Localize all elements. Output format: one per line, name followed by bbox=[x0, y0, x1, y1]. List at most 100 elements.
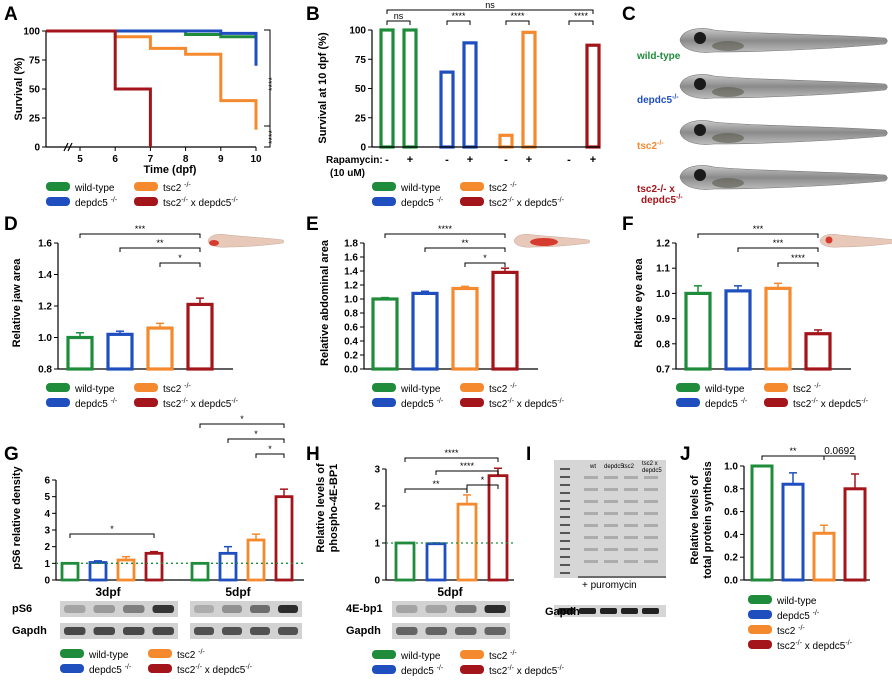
panel-e-bar-0 bbox=[371, 297, 399, 371]
panel-e-y-tick-label: 0.2 bbox=[344, 351, 358, 362]
panel-g-legend-label-wt: wild-type bbox=[88, 650, 129, 661]
panel-g-ps6-density: pS6 relative density 0 1 2 3 4 5 6 * * * * 3dpf 5dpf… bbox=[11, 414, 304, 639]
panel-i-lane-band bbox=[644, 476, 658, 479]
panel-i-lane-band bbox=[644, 560, 658, 563]
panel-b-bar-4 bbox=[498, 133, 514, 149]
panel-i-lane-band bbox=[604, 536, 618, 539]
panel-a-legend-sup: -/- bbox=[231, 197, 238, 204]
panel-d-y-tick-label: 1.4 bbox=[38, 270, 52, 281]
panel-j-bar-1 bbox=[781, 482, 805, 582]
panel-i-lane-band bbox=[604, 500, 618, 503]
panel-g-gapdh-3dpf-blot-band bbox=[152, 627, 174, 635]
panel-f-larva-icon bbox=[819, 234, 892, 248]
panel-a-x-tick-label: 8 bbox=[183, 154, 189, 165]
panel-g-gapdh-3dpf-blot-band bbox=[93, 627, 115, 635]
panel-e-legend-sup: -/- bbox=[557, 398, 564, 405]
panel-letter-h: H bbox=[306, 444, 320, 465]
panel-a-series-depdc5 bbox=[46, 29, 258, 66]
panel-j-bar-2 bbox=[812, 531, 836, 582]
panel-g-ps6-3dpf-blot-band bbox=[93, 605, 115, 613]
panel-i-lane-band bbox=[604, 548, 618, 551]
panel-d-larva-icon bbox=[207, 234, 284, 248]
larva-yolk bbox=[712, 178, 744, 188]
panel-i-gapdh-band bbox=[642, 608, 659, 614]
panel-letters: A B C D E F G H I J bbox=[4, 4, 691, 465]
panel-a-y-tick-label: 25 bbox=[29, 114, 41, 125]
panel-d-legend-label-dbl: tsc2-/- x depdc5-/- bbox=[163, 398, 239, 410]
panel-g-ps6-3dpf-blot-band bbox=[152, 605, 174, 613]
panel-i-lane-band bbox=[584, 536, 598, 539]
panel-b-y-tick-label: 50 bbox=[355, 84, 367, 95]
panel-h-legend-sup: -/- bbox=[510, 650, 517, 657]
panel-a-series-dbl bbox=[46, 29, 152, 147]
panel-j-legend-swatch-depdc5 bbox=[748, 610, 772, 619]
panel-i-lane-band bbox=[584, 548, 598, 551]
panel-a-legend-label-wt: wild-type bbox=[74, 183, 115, 194]
panel-e-sig-bracket bbox=[464, 262, 506, 267]
panel-b-treatment-sign: + bbox=[407, 154, 413, 166]
panel-e-legend-swatch-depdc5 bbox=[372, 398, 396, 407]
panel-h-sig-label: **** bbox=[460, 461, 475, 471]
panel-g-gapdh-5dpf-blot-band bbox=[194, 627, 214, 635]
panel-i-lane-band bbox=[624, 476, 638, 479]
larva-body bbox=[679, 120, 888, 145]
panel-d-sig-label: ** bbox=[156, 238, 164, 248]
larva-eye bbox=[694, 124, 706, 136]
panel-g-3dpf-bar-1 bbox=[88, 561, 108, 582]
panel-g-sig-label: * bbox=[110, 524, 114, 534]
panel-d-larva-body bbox=[207, 234, 284, 248]
panel-b-ylabel: Survival at 10 dpf (%) bbox=[317, 32, 329, 144]
panel-g-sig-bracket bbox=[199, 423, 285, 428]
panel-b-sig-bracket bbox=[505, 20, 530, 25]
panel-letter-i: I bbox=[526, 444, 531, 465]
panel-h-legend-swatch-tsc2 bbox=[460, 650, 484, 659]
panel-b-y-tick-label: 100 bbox=[349, 26, 366, 37]
panel-g-blot-label: pS6 bbox=[12, 603, 32, 615]
panel-b-sig-bracket bbox=[446, 20, 471, 25]
panel-a-sig-label: **** bbox=[267, 130, 277, 145]
larva-body bbox=[679, 74, 888, 99]
panel-e-larva-icon bbox=[513, 234, 590, 248]
panel-i-lane-label: depdc5 bbox=[642, 468, 662, 474]
panel-g-gapdh-3dpf-blot-bg bbox=[60, 623, 178, 639]
panel-e-y-tick-label: 0.8 bbox=[344, 309, 358, 320]
panel-h-bar-1 bbox=[425, 542, 447, 582]
panel-e-y-tick-label: 1.4 bbox=[344, 267, 358, 278]
panel-f-legend-swatch-tsc2 bbox=[764, 383, 788, 392]
panel-h-sig-label: ** bbox=[432, 479, 440, 489]
larva-body bbox=[679, 28, 888, 53]
panel-i-ladder-band bbox=[560, 524, 570, 526]
panel-g-ps6-5dpf-blot-band bbox=[250, 605, 270, 613]
panel-g-gapdh-5dpf-blot-band bbox=[222, 627, 242, 635]
panel-a-x-tick-label: 5 bbox=[77, 154, 83, 165]
panel-i-lane-band bbox=[584, 476, 598, 479]
panel-i-lane-band bbox=[644, 488, 658, 491]
panel-a-legend-label-depdc5: depdc5 -/- bbox=[75, 197, 118, 209]
panel-a-legend-sup: -/- bbox=[181, 197, 188, 204]
panel-j-legend-label-part: x depdc5 bbox=[802, 641, 846, 652]
panel-h-legend-swatch-wt bbox=[372, 650, 396, 659]
panel-j-sig-label: ** bbox=[789, 446, 797, 456]
panel-i-ladder-band bbox=[560, 492, 570, 494]
panel-c-label-0: wild-type bbox=[636, 51, 681, 62]
panel-e-legend-sup: -/- bbox=[437, 398, 444, 405]
panel-b-sig-bracket bbox=[386, 20, 411, 25]
panel-i-lane-band bbox=[584, 512, 598, 515]
panel-b-legend-sup: -/- bbox=[557, 197, 564, 204]
panel-b-treatment-sign: - bbox=[385, 154, 389, 166]
panel-a-survival-curve: Survival (%) Time (dpf) 0 25 50 75 100 5 6 7 8 9 1… bbox=[13, 27, 277, 177]
panel-e-legend-label-part: x depdc5 bbox=[514, 399, 558, 410]
panel-h-y-tick-label: 3 bbox=[374, 465, 380, 476]
panel-e-sig-bracket bbox=[384, 233, 506, 238]
larva-yolk bbox=[712, 133, 744, 143]
panel-b-treatment-sign: + bbox=[467, 154, 473, 166]
panel-b-treatment-sign: - bbox=[504, 154, 508, 166]
panel-e-y-tick-label: 1.6 bbox=[344, 253, 358, 264]
panel-f-sig-bracket bbox=[697, 233, 819, 238]
panel-a-x-tick-label: 9 bbox=[218, 154, 224, 165]
panel-a-y-tick-label: 0 bbox=[34, 143, 40, 154]
panel-h-legend-sup: -/- bbox=[437, 665, 444, 672]
panel-i-lane-band bbox=[644, 536, 658, 539]
panel-g-y-tick-label: 6 bbox=[44, 476, 50, 487]
